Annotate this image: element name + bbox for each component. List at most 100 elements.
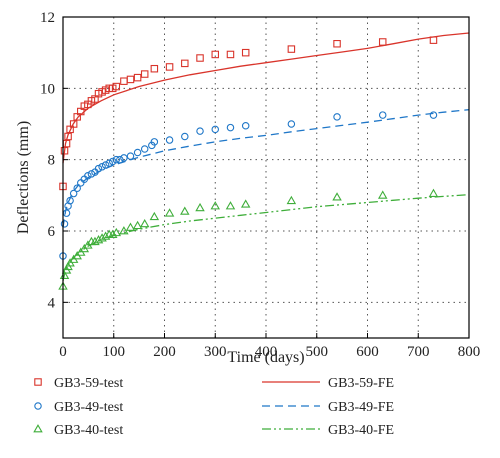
y-tick-label: 12 — [40, 10, 55, 26]
gb3-49-test-point — [101, 161, 110, 169]
x-tick-label: 700 — [407, 344, 430, 360]
legend-item-gb3-59-test: GB3-59-test — [34, 376, 123, 391]
x-tick-label: 200 — [153, 344, 176, 360]
gb3-49-test-point — [241, 122, 250, 130]
y-tick-label: 10 — [40, 81, 55, 97]
y-tick-label: 4 — [48, 295, 56, 311]
gb3-59-test-point — [241, 48, 250, 57]
legend-label: GB3-40-test — [54, 423, 123, 438]
x-axis-label: Time (days) — [227, 349, 304, 366]
y-tick-label: 6 — [48, 224, 56, 240]
gb3-40-test-point — [132, 220, 143, 230]
y-axis-label: Deflections (mm) — [15, 121, 32, 234]
legend-label: GB3-59-FE — [328, 376, 394, 391]
gb3-59-test-point — [60, 147, 69, 155]
gb3-49-test-point — [140, 145, 149, 153]
gb3-40-test-point — [93, 235, 104, 244]
legend-label: GB3-49-FE — [328, 400, 394, 415]
gb3-49-test-point — [66, 196, 74, 205]
gb3-49-test-point — [94, 164, 103, 173]
grid-layer — [63, 17, 469, 338]
gb3-40-test-point — [180, 206, 190, 215]
gb3-40-test-point — [332, 192, 342, 201]
gb3-59-test-point — [181, 59, 189, 68]
gb3-40-test-point — [139, 218, 150, 228]
gb3-59-test-point — [140, 70, 149, 78]
gb3-40-test-point — [164, 208, 175, 217]
gb3-49-test-point — [77, 179, 85, 187]
gb3-49-test-point — [84, 171, 92, 180]
x-tick-label: 0 — [59, 344, 67, 360]
legend-item-gb3-40-test: GB3-40-test — [33, 423, 123, 438]
gb3-49-test-point — [226, 123, 235, 132]
gb3-40-test-point — [111, 227, 122, 237]
gb3-59-test-point — [165, 63, 174, 71]
gb3-40-test-point — [97, 233, 107, 242]
gb3-40-test-point — [90, 236, 100, 246]
legend-label: GB3-49-test — [54, 400, 123, 415]
legend-symbol — [34, 402, 42, 410]
gb3-59-test-point — [287, 45, 296, 53]
gb3-40-test-point — [377, 190, 388, 199]
gb3-49-fe-line — [62, 109, 470, 228]
legend-label: GB3-59-test — [54, 376, 123, 391]
gb3-49-test-point — [133, 148, 142, 157]
gb3-40-test-point — [428, 188, 439, 197]
gb3-40-test-series — [58, 188, 439, 290]
legend-symbol — [34, 378, 42, 386]
gb3-59-test-point — [133, 73, 142, 82]
gb3-49-test-point — [62, 209, 71, 217]
gb3-59-test-point — [211, 50, 220, 59]
gb3-59-test-point — [333, 39, 341, 48]
gb3-40-test-point — [125, 222, 136, 231]
gb3-59-test-point — [226, 50, 235, 59]
gb3-49-test-point — [73, 184, 81, 192]
y-tick-label: 8 — [48, 153, 56, 169]
gb3-40-test-point — [100, 231, 111, 240]
legend: GB3-59-test GB3-59-FE GB3-49-test GB3-49-FE… — [33, 376, 394, 438]
gb3-49-test-point — [196, 127, 204, 135]
gb3-49-test-point — [87, 170, 96, 178]
gb3-49-test-point — [108, 157, 117, 166]
gb3-59-test-point — [429, 36, 438, 44]
legend-item-gb3-59-fe: GB3-59-FE — [262, 376, 394, 391]
gb3-49-test-point — [333, 113, 341, 121]
gb3-49-test-point — [126, 152, 135, 160]
gb3-49-test-point — [287, 120, 296, 128]
legend-item-gb3-49-fe: GB3-49-FE — [262, 400, 394, 415]
gb3-49-test-point — [60, 220, 69, 228]
gb3-49-test-point — [378, 111, 387, 119]
legend-item-gb3-40-fe: GB3-40-FE — [262, 423, 394, 438]
gb3-59-test-point — [112, 82, 121, 91]
gb3-49-test-point — [429, 111, 438, 119]
gb3-59-test-point — [196, 54, 204, 62]
tick-layer: 0 100 200 300 400 500 600 700 800 4 6 8 10 12 — [40, 10, 480, 360]
x-tick-label: 400 — [255, 344, 278, 360]
legend-label: GB3-40-FE — [328, 423, 394, 438]
x-tick-label: 300 — [204, 344, 227, 360]
gb3-49-test-point — [112, 155, 121, 164]
gb3-40-test-point — [225, 201, 236, 210]
gb3-49-test-point — [105, 159, 113, 167]
gb3-59-test-point — [69, 120, 78, 128]
gb3-49-test-point — [116, 155, 124, 164]
x-tick-label: 800 — [458, 344, 481, 360]
gb3-40-test-point — [107, 229, 118, 238]
gb3-40-test-point — [286, 195, 297, 205]
gb3-49-test-series — [59, 111, 438, 260]
gb3-59-test-point — [64, 132, 72, 141]
gb3-49-test-point — [181, 132, 189, 141]
gb3-49-test-point — [211, 125, 220, 134]
gb3-49-test-point — [165, 136, 174, 144]
gb3-40-test-point — [210, 201, 220, 210]
gb3-40-test-point — [119, 226, 129, 235]
legend-symbol — [33, 424, 43, 433]
gb3-59-test-point — [126, 75, 135, 84]
x-tick-label: 100 — [103, 344, 126, 360]
gb3-59-test-point — [378, 38, 387, 46]
gb3-40-test-point — [240, 199, 251, 208]
gb3-40-test-point — [149, 211, 160, 221]
gb3-49-test-point — [69, 189, 78, 198]
gb3-40-test-point — [195, 202, 205, 212]
